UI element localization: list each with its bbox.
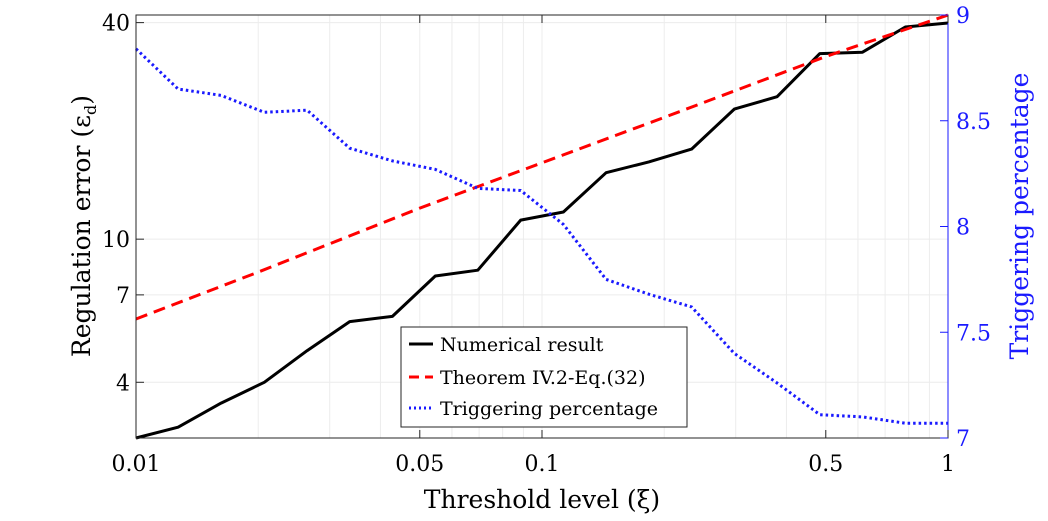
legend-label-numerical: Numerical result <box>440 334 604 356</box>
y-left-tick-label: 40 <box>102 12 130 37</box>
y-left-tick-label: 4 <box>116 371 130 396</box>
x-tick-label: 0.5 <box>808 452 843 477</box>
y-left-tick-label: 7 <box>116 284 130 309</box>
y-left-axis-title-main: Regulation error (ε <box>67 115 96 357</box>
y-right-tick-label: 8.5 <box>956 110 991 135</box>
y-right-axis-title: Triggering percentage <box>1005 73 1034 360</box>
legend-label-triggering: Triggering percentage <box>440 398 658 420</box>
series-layer <box>134 13 949 440</box>
y-right-tick-label: 7.5 <box>956 321 991 346</box>
series-triggering-percentage-line <box>134 47 948 425</box>
x-tick-label: 1 <box>941 452 955 477</box>
y-left-tick-label: 10 <box>102 228 130 253</box>
x-tick-label: 0.05 <box>395 452 444 477</box>
y-left-axis-title-close: ) <box>67 95 96 105</box>
y-right-tick-label: 7 <box>956 427 970 452</box>
y-right-tick-label: 8 <box>956 216 970 241</box>
y-right-tick-label: 9 <box>956 4 970 29</box>
legend-label-theorem: Theorem IV.2-Eq.(32) <box>440 367 646 389</box>
legend: Numerical result Theorem IV.2-Eq.(32) Tr… <box>400 326 688 428</box>
ticks: 0.01 0.05 0.1 0.5 1 4 7 10 40 7 7.5 8 8.5 9 <box>102 4 991 477</box>
x-tick-label: 0.1 <box>525 452 560 477</box>
x-axis-title: Threshold level (ξ) <box>424 485 660 514</box>
legend-box <box>400 326 688 428</box>
y-left-axis-title-sub: d <box>81 105 100 115</box>
x-tick-label: 0.01 <box>112 452 161 477</box>
y-left-axis-title: Regulation error (εd) <box>67 95 100 357</box>
